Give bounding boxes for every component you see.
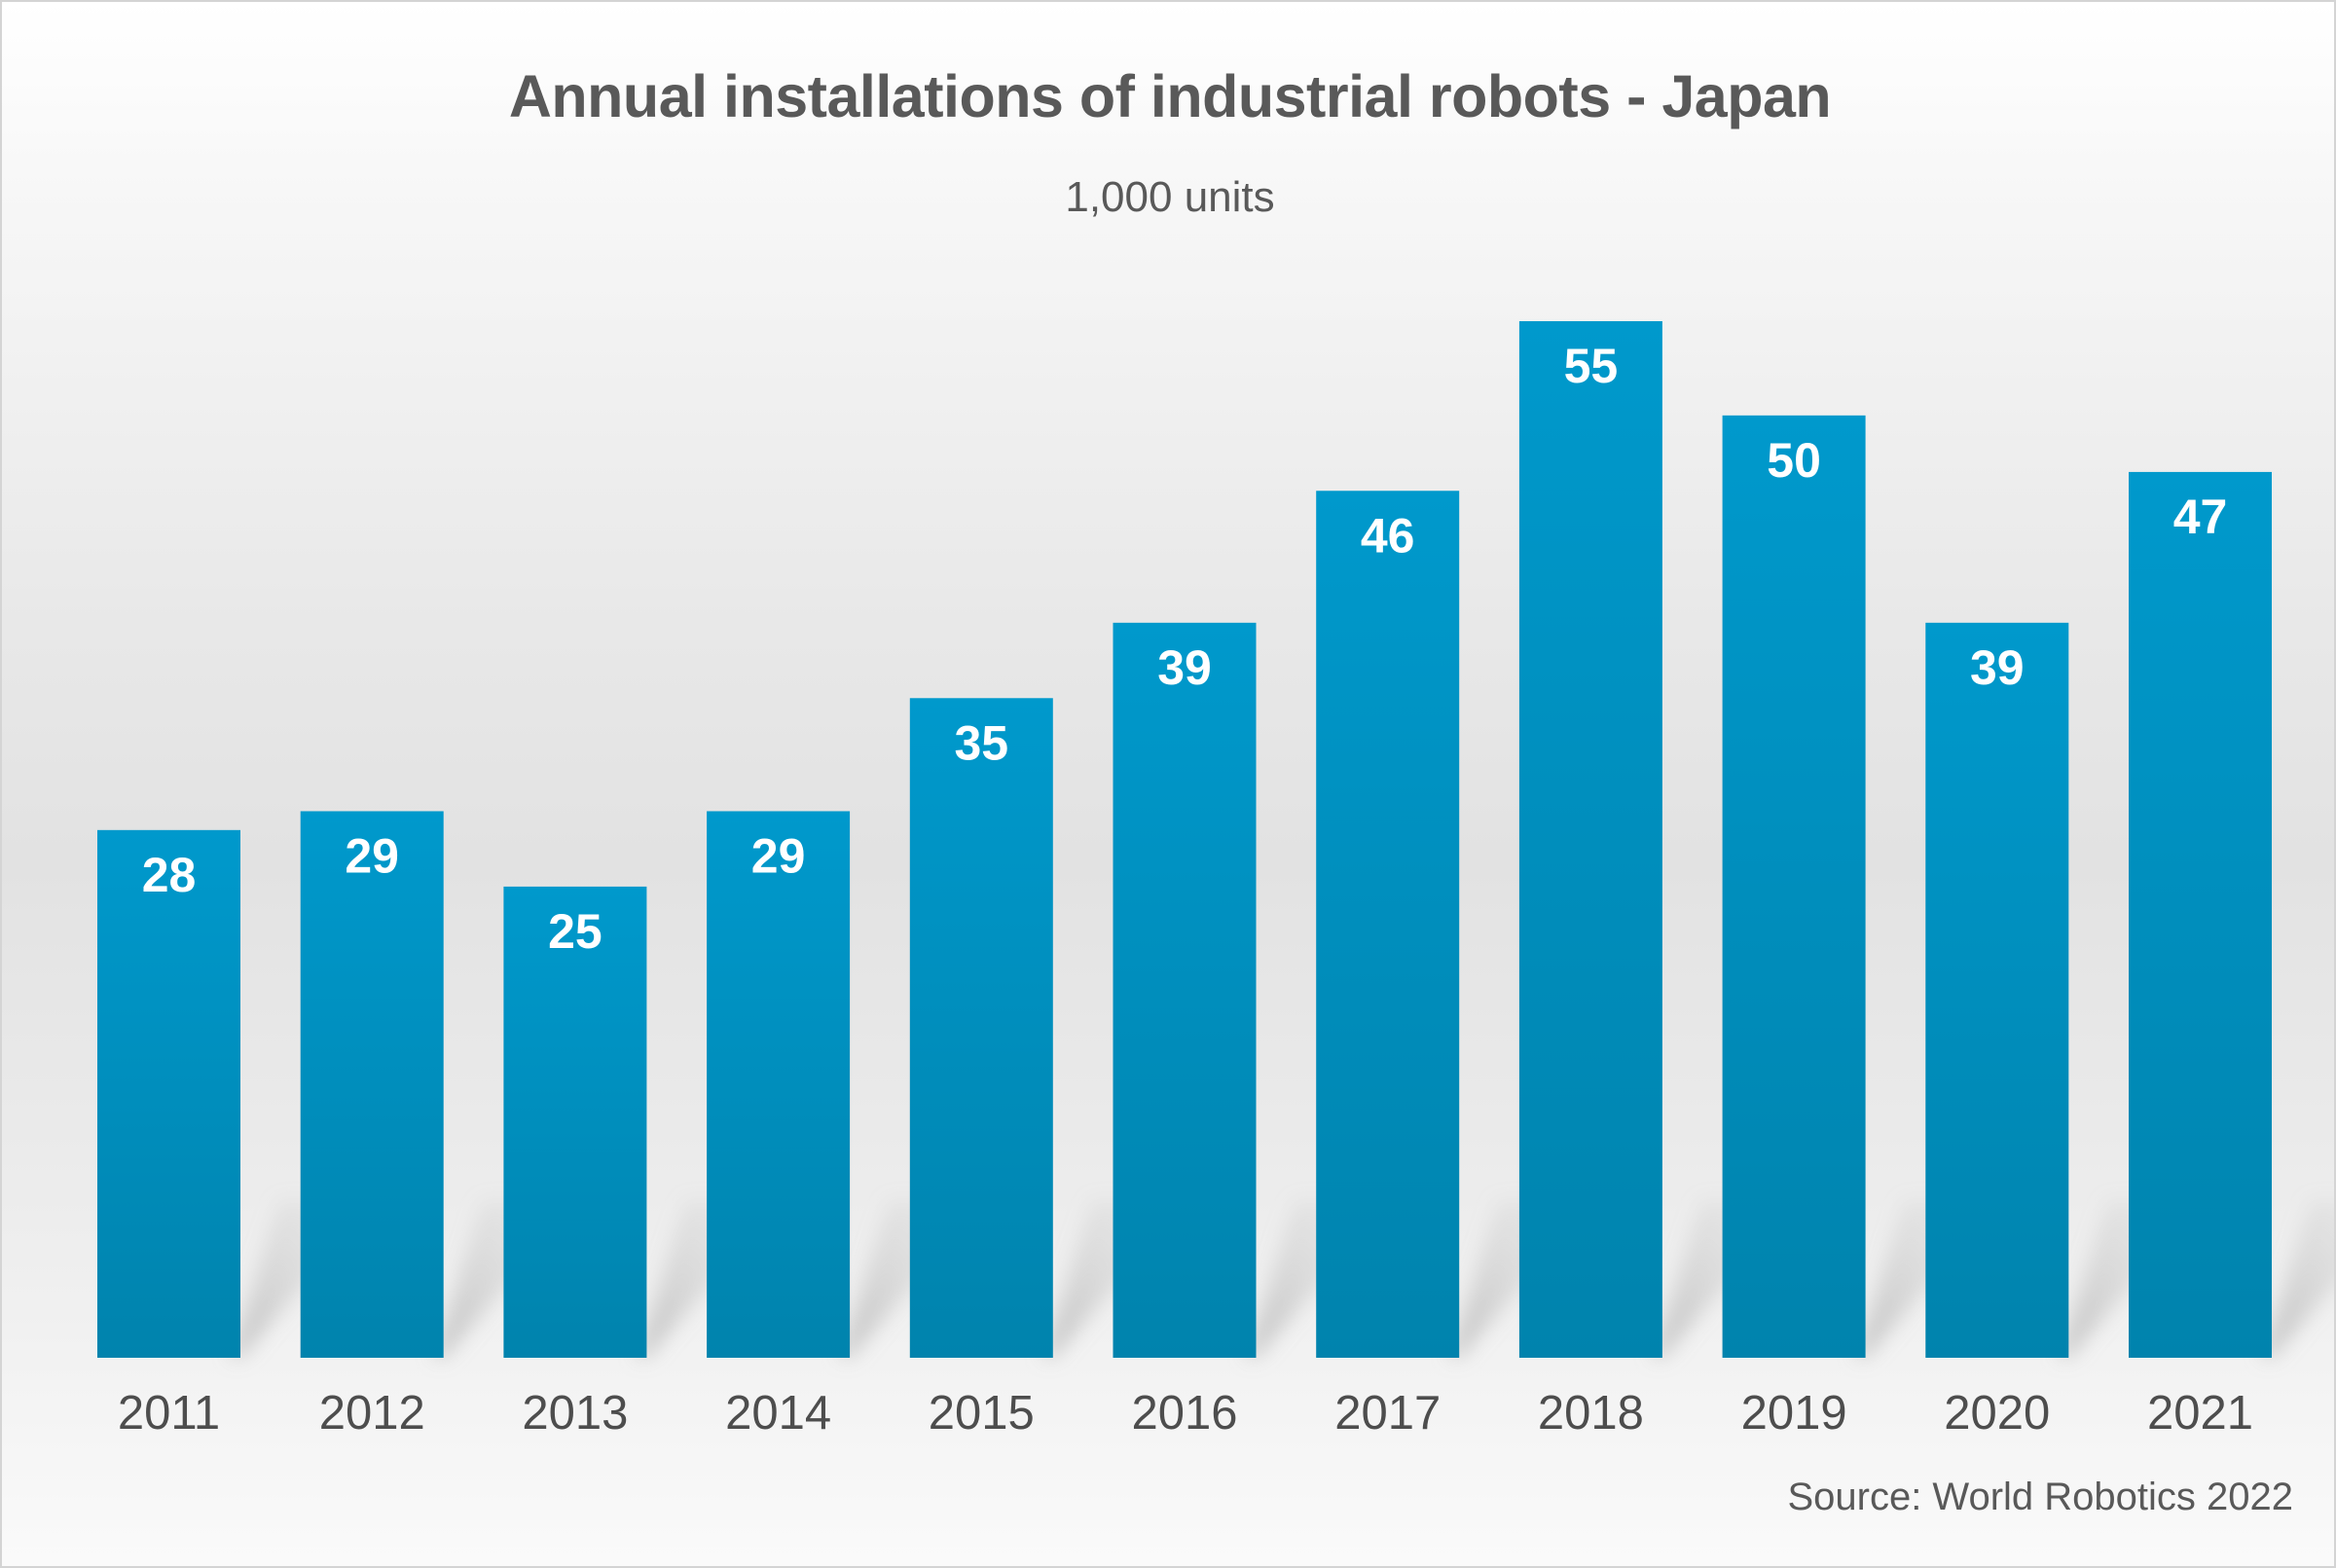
x-tick-label: 2016 [1131,1387,1237,1440]
data-label: 28 [142,848,197,902]
bar-2016 [1113,622,1257,1358]
data-label: 35 [954,715,1008,770]
chart-subtitle: 1,000 units [1065,173,1275,221]
bar-2021 [2129,471,2272,1359]
x-tick-label: 2013 [522,1387,628,1440]
bar-2015 [909,698,1053,1358]
x-axis-ticks: 2011 2012 2013 2014 2015 2016 2017 2018 2019 2020… [118,1387,2253,1440]
x-tick-label: 2011 [118,1387,220,1440]
data-label: 25 [548,904,602,959]
data-label: 29 [751,828,806,883]
bar-2020 [1925,622,2069,1358]
x-tick-label: 2020 [1944,1387,2050,1440]
x-tick-label: 2014 [725,1387,831,1440]
data-label: 39 [1157,640,1212,695]
x-tick-label: 2015 [929,1387,1035,1440]
bar-2018 [1518,321,1662,1358]
data-label: 47 [2173,490,2228,544]
source-note: Source: World Robotics 2022 [1787,1476,2293,1518]
bar-2019 [1722,415,1866,1358]
bar-shadow [2262,1200,2334,1358]
x-tick-label: 2012 [319,1387,425,1440]
bars: 28 29 25 29 35 39 46 55 50 39 47 [97,321,2272,1359]
chart-title: Annual installations of industrial robot… [508,63,1832,129]
data-label: 55 [1564,339,1619,393]
data-label: 46 [1361,508,1415,563]
bar-2014 [707,811,851,1358]
bar-2013 [503,886,647,1358]
data-label: 39 [1970,640,2025,695]
x-tick-label: 2018 [1538,1387,1644,1440]
x-tick-label: 2021 [2147,1387,2253,1440]
bar-2011 [97,829,240,1358]
x-tick-label: 2017 [1334,1387,1441,1440]
x-tick-label: 2019 [1741,1387,1847,1440]
data-label: 29 [345,828,399,883]
bar-2017 [1316,491,1460,1359]
data-label: 50 [1767,433,1821,488]
bar-2012 [300,811,444,1358]
